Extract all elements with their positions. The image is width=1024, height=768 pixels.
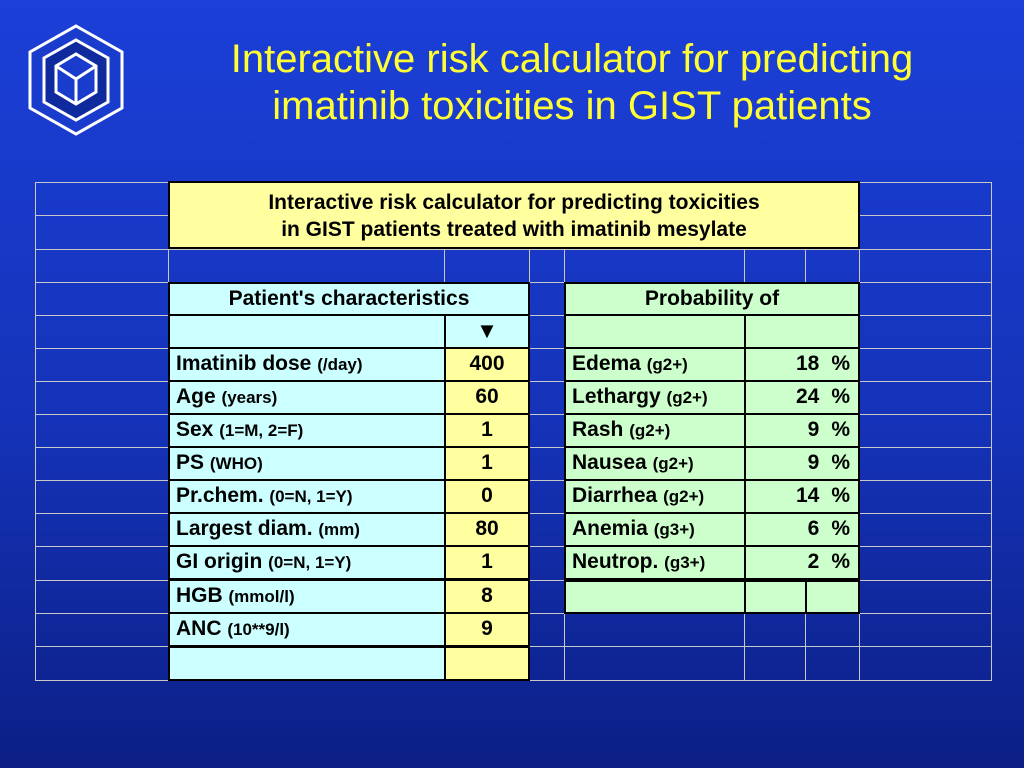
characteristic-name: Largest diam.: [176, 517, 313, 540]
characteristic-label: PS (WHO): [168, 446, 446, 481]
probability-label: Nausea (g2+): [564, 446, 746, 481]
probability-label: Diarrhea (g2+): [564, 479, 746, 514]
probability-grade: (g2+): [652, 454, 694, 473]
characteristic-unit: (WHO): [209, 454, 263, 473]
probability-value: 6%: [744, 512, 860, 547]
characteristic-label: Age (years): [168, 380, 446, 415]
calculator-header-line-2: in GIST patients treated with imatinib m…: [281, 218, 747, 241]
calculator-header: Interactive risk calculator for predicti…: [168, 181, 860, 249]
probability-header: Probability of: [564, 282, 860, 316]
percent-sign: %: [831, 517, 850, 540]
characteristic-value-input[interactable]: 60: [444, 380, 530, 415]
percent-sign: %: [831, 418, 850, 441]
dropdown-arrow-icon[interactable]: ▼: [444, 314, 530, 349]
probability-name: Rash: [572, 418, 624, 441]
characteristic-label: HGB (mmol/l): [168, 579, 446, 614]
characteristic-unit: (mmol/l): [228, 587, 295, 606]
characteristic-name: Sex: [176, 418, 214, 441]
characteristic-value-input[interactable]: 8: [444, 579, 530, 614]
characteristic-name: Imatinib dose: [176, 352, 312, 375]
characteristic-unit: (10**9/l): [227, 620, 290, 639]
slide-title-line-2: imatinib toxicities in GIST patients: [272, 84, 872, 128]
probability-value: 24%: [744, 380, 860, 415]
characteristic-value-input[interactable]: 9: [444, 612, 530, 647]
characteristic-unit: (mm): [318, 520, 360, 539]
percent-sign: %: [831, 550, 850, 573]
probability-empty-value: [744, 580, 807, 614]
probability-name: Lethargy: [572, 385, 661, 408]
probability-number: 24: [795, 385, 820, 408]
probability-label: Edema (g2+): [564, 347, 746, 382]
probability-label: Rash (g2+): [564, 413, 746, 448]
characteristics-empty-input[interactable]: [444, 646, 530, 681]
probability-grade: (g3+): [664, 553, 706, 572]
probability-grade: (g2+): [663, 487, 705, 506]
institution-logo-icon: [28, 24, 124, 136]
probability-name: Anemia: [572, 517, 648, 540]
characteristic-name: ANC: [176, 617, 222, 640]
characteristic-label: Pr.chem. (0=N, 1=Y): [168, 479, 446, 514]
calculator-header-line-1: Interactive risk calculator for predicti…: [268, 191, 760, 214]
probability-name: Diarrhea: [572, 484, 658, 507]
characteristic-name: HGB: [176, 584, 223, 607]
characteristic-unit: (0=N, 1=Y): [269, 487, 353, 506]
probability-grade: (g3+): [653, 520, 695, 539]
slide-title: Interactive risk calculator for predicti…: [140, 36, 1004, 130]
probability-number: 2: [807, 550, 820, 573]
characteristic-unit: (years): [221, 388, 278, 407]
characteristic-label: GI origin (0=N, 1=Y): [168, 545, 446, 580]
characteristics-header: Patient's characteristics: [168, 282, 530, 316]
probability-name: Nausea: [572, 451, 647, 474]
probability-name: Neutrop.: [572, 550, 659, 573]
characteristic-name: Pr.chem.: [176, 484, 264, 507]
probability-label: Lethargy (g2+): [564, 380, 746, 415]
characteristic-name: PS: [176, 451, 205, 474]
characteristic-value-input[interactable]: 400: [444, 347, 530, 382]
probability-grade: (g2+): [666, 388, 708, 407]
characteristic-name: Age: [176, 385, 216, 408]
characteristic-value-input[interactable]: 0: [444, 479, 530, 514]
probability-empty-label: [564, 580, 746, 614]
probability-value: 14%: [744, 479, 860, 514]
characteristics-blank-label: [168, 314, 446, 349]
probability-value: 9%: [744, 413, 860, 448]
characteristic-unit: (0=N, 1=Y): [268, 553, 352, 572]
probability-number: 9: [807, 451, 820, 474]
characteristic-label: ANC (10**9/l): [168, 612, 446, 647]
characteristic-label: Imatinib dose (/day): [168, 347, 446, 382]
percent-sign: %: [831, 484, 850, 507]
probability-blank-label: [564, 314, 746, 349]
characteristic-value-input[interactable]: 1: [444, 413, 530, 448]
probability-label: Anemia (g3+): [564, 512, 746, 547]
probability-grade: (g2+): [646, 355, 688, 374]
probability-number: 14: [795, 484, 820, 507]
characteristic-name: GI origin: [176, 550, 263, 573]
probability-grade: (g2+): [629, 421, 671, 440]
probability-value: 9%: [744, 446, 860, 481]
probability-value: 18%: [744, 347, 860, 382]
probability-blank-value: [744, 314, 860, 349]
characteristic-value-input[interactable]: 1: [444, 545, 530, 580]
percent-sign: %: [831, 451, 850, 474]
characteristic-label: Sex (1=M, 2=F): [168, 413, 446, 448]
percent-sign: %: [831, 385, 850, 408]
characteristics-empty-label: [168, 646, 446, 681]
slide-title-line-1: Interactive risk calculator for predicti…: [230, 37, 914, 81]
percent-sign: %: [831, 352, 850, 375]
characteristic-value-input[interactable]: 1: [444, 446, 530, 481]
probability-number: 6: [807, 517, 820, 540]
probability-number: 18: [795, 352, 820, 375]
probability-value: 2%: [744, 545, 860, 580]
probability-number: 9: [807, 418, 820, 441]
probability-empty-sign: [805, 580, 860, 614]
characteristic-unit: (1=M, 2=F): [219, 421, 304, 440]
characteristic-unit: (/day): [317, 355, 363, 374]
characteristic-label: Largest diam. (mm): [168, 512, 446, 547]
probability-label: Neutrop. (g3+): [564, 545, 746, 580]
characteristic-value-input[interactable]: 80: [444, 512, 530, 547]
probability-name: Edema: [572, 352, 641, 375]
